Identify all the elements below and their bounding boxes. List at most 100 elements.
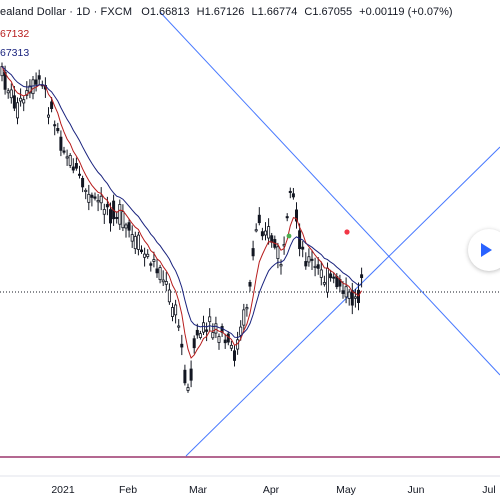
candle-body	[161, 279, 165, 283]
candle-body	[242, 309, 246, 326]
candle-body	[260, 231, 264, 237]
candle-body	[313, 265, 317, 268]
candle-body	[124, 224, 128, 229]
time-label-jul: Jul	[482, 484, 496, 496]
candle-body	[316, 264, 320, 269]
candle-body	[130, 234, 134, 242]
candle-body	[245, 307, 249, 310]
candle-body	[276, 246, 280, 260]
ma-fast-line	[1, 66, 363, 359]
low-value: 1.66774	[257, 6, 298, 18]
ascending-trendline[interactable]	[185, 146, 500, 457]
candle-body	[208, 316, 212, 323]
candle-body	[127, 222, 131, 231]
high-value: 1.67126	[204, 6, 245, 18]
candle-body	[59, 136, 63, 151]
candle-body	[53, 124, 57, 127]
candle-body	[301, 246, 305, 250]
symbol-label: ealand Dollar · 1D · FXCM	[0, 6, 133, 18]
candle-body	[217, 336, 221, 343]
change-value: +0.00119 (+0.07%)	[359, 6, 453, 18]
candle-body	[50, 101, 54, 109]
time-label-2021: 2021	[51, 484, 75, 496]
candle-body	[291, 193, 295, 198]
candle-body	[177, 325, 181, 328]
candle-body	[341, 290, 345, 294]
ma-slow-line	[1, 66, 362, 339]
candle-body	[105, 204, 109, 208]
candle-body	[229, 344, 233, 349]
candle-body	[143, 253, 147, 258]
candle-body	[149, 263, 153, 266]
red-signal-marker	[344, 229, 350, 235]
candle-body	[71, 166, 75, 171]
candle-body	[65, 156, 69, 159]
candle-body	[332, 276, 336, 279]
play-icon	[481, 243, 492, 257]
candle-body	[68, 155, 72, 166]
candle-body	[360, 274, 364, 278]
open-value: 1.66813	[149, 6, 190, 18]
candle-body	[109, 209, 113, 224]
candle-body	[34, 79, 38, 85]
scroll-to-realtime-button[interactable]	[468, 229, 500, 271]
candle-body	[223, 339, 227, 344]
candle-body	[167, 289, 171, 303]
candle-body	[263, 230, 267, 236]
candle-body	[310, 258, 314, 261]
candle-body	[93, 196, 97, 199]
candle-body	[152, 259, 156, 262]
candlestick-series	[0, 62, 364, 393]
candle-body	[22, 99, 26, 104]
candle-body	[267, 226, 271, 239]
candle-body	[78, 173, 82, 176]
candle-body	[304, 261, 308, 267]
candle-body	[133, 236, 137, 250]
candle-body	[257, 214, 261, 224]
candle-body	[232, 350, 236, 361]
candle-body	[298, 230, 302, 250]
candle-body	[37, 75, 41, 80]
candle-body	[81, 178, 85, 188]
candle-body	[155, 268, 159, 274]
candle-body	[62, 150, 66, 153]
candle-body	[158, 267, 162, 281]
candle-body	[214, 323, 218, 334]
candle-body	[279, 264, 283, 267]
candle-body	[205, 329, 209, 332]
candle-body	[84, 189, 88, 192]
candle-body	[19, 97, 23, 102]
candle-body	[307, 256, 311, 263]
candle-body	[195, 329, 199, 336]
ma-slow-value: 67313	[0, 47, 30, 59]
candle-body	[288, 190, 292, 193]
candle-body	[102, 209, 106, 215]
candle-body	[294, 209, 298, 222]
descending-trendline[interactable]	[159, 11, 500, 376]
candle-body	[211, 332, 215, 339]
candle-body	[6, 90, 10, 94]
candle-body	[47, 114, 51, 118]
candle-body	[99, 195, 103, 204]
candle-body	[183, 369, 187, 384]
chart-legend-header: ealand Dollar · 1D · FXCM O1.66813 H1.67…	[0, 6, 453, 18]
candle-body	[87, 193, 91, 203]
candle-body	[139, 249, 143, 253]
candle-body	[192, 338, 196, 349]
candle-body	[12, 95, 16, 109]
candle-body	[344, 286, 348, 298]
candle-body	[28, 85, 32, 94]
time-label-jun: Jun	[407, 484, 425, 496]
candle-body	[174, 304, 178, 316]
candle-body	[0, 66, 4, 77]
candle-body	[146, 253, 150, 257]
candle-body	[15, 102, 19, 119]
candle-body	[198, 333, 202, 338]
candle-body	[121, 211, 125, 229]
open-label: O	[141, 6, 150, 18]
candle-body	[347, 291, 351, 299]
candle-body	[96, 199, 100, 203]
candle-body	[164, 281, 168, 285]
candle-body	[186, 387, 190, 391]
